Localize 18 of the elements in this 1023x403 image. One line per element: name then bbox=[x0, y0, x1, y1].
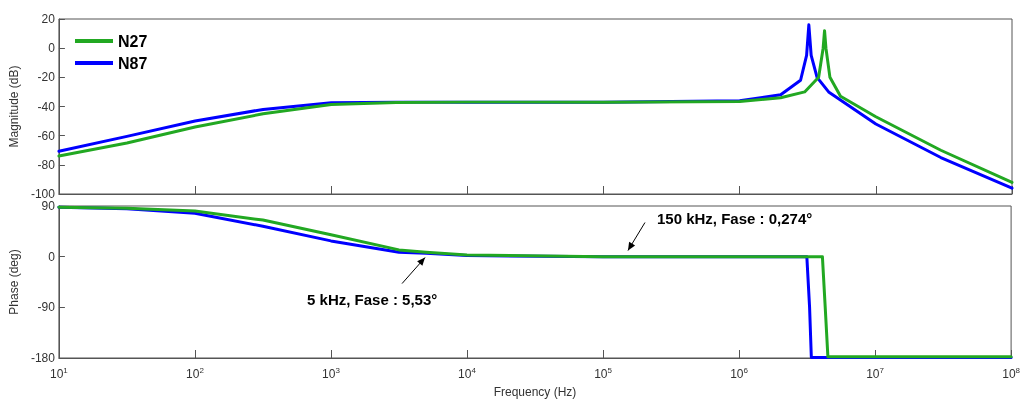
y-axis-title: Magnitude (dB) bbox=[7, 65, 21, 148]
y-tick-label: 90 bbox=[41, 199, 56, 213]
y-tick-label: -90 bbox=[37, 300, 56, 315]
x-axis-title: Frequency (Hz) bbox=[493, 385, 577, 399]
y-tick-label: 20 bbox=[41, 12, 56, 26]
legend-label: N87 bbox=[118, 54, 148, 72]
y-tick-label: -40 bbox=[37, 99, 56, 114]
y-tick-label: -100 bbox=[30, 187, 56, 201]
y-tick-label: 0 bbox=[48, 41, 56, 56]
annotation: 5 kHz, Fase : 5,53° bbox=[307, 290, 438, 308]
y-tick-label: -60 bbox=[37, 128, 56, 143]
y-tick-label: -80 bbox=[37, 157, 56, 172]
y-axis-title: Phase (deg) bbox=[7, 249, 21, 315]
annotation: 150 kHz, Fase : 0,274° bbox=[656, 209, 813, 227]
y-tick-label: -180 bbox=[30, 351, 56, 365]
y-tick-label: 0 bbox=[48, 249, 56, 264]
y-tick-label: -20 bbox=[37, 70, 56, 85]
legend-label: N27 bbox=[118, 32, 148, 50]
